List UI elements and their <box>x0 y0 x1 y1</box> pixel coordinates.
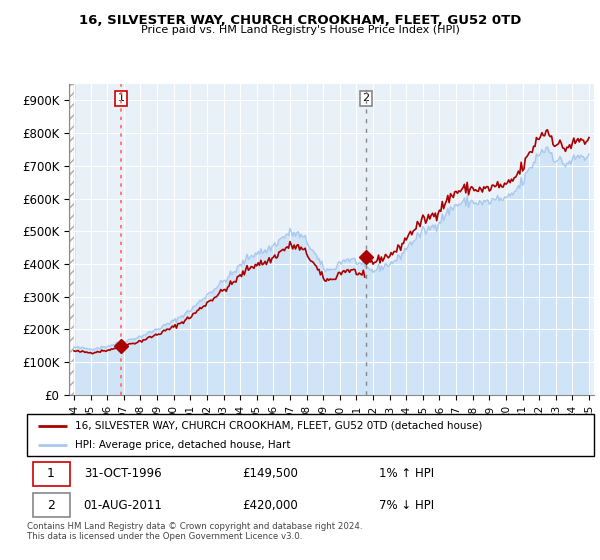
Text: 31-OCT-1996: 31-OCT-1996 <box>84 468 161 480</box>
Text: 16, SILVESTER WAY, CHURCH CROOKHAM, FLEET, GU52 0TD (detached house): 16, SILVESTER WAY, CHURCH CROOKHAM, FLEE… <box>75 421 482 431</box>
Text: HPI: Average price, detached house, Hart: HPI: Average price, detached house, Hart <box>75 440 290 450</box>
Text: 2: 2 <box>362 94 370 104</box>
Text: Price paid vs. HM Land Registry's House Price Index (HPI): Price paid vs. HM Land Registry's House … <box>140 25 460 35</box>
Text: Contains HM Land Registry data © Crown copyright and database right 2024.
This d: Contains HM Land Registry data © Crown c… <box>27 522 362 542</box>
Text: 16, SILVESTER WAY, CHURCH CROOKHAM, FLEET, GU52 0TD: 16, SILVESTER WAY, CHURCH CROOKHAM, FLEE… <box>79 14 521 27</box>
Text: 01-AUG-2011: 01-AUG-2011 <box>84 498 163 512</box>
Text: 7% ↓ HPI: 7% ↓ HPI <box>379 498 434 512</box>
Bar <box>69 84 74 395</box>
Text: £420,000: £420,000 <box>242 498 298 512</box>
Text: 2: 2 <box>47 498 55 512</box>
Bar <box>32 462 70 486</box>
Bar <box>32 493 70 517</box>
Text: 1: 1 <box>118 94 125 104</box>
Text: 1% ↑ HPI: 1% ↑ HPI <box>379 468 434 480</box>
Text: 1: 1 <box>47 468 55 480</box>
Text: £149,500: £149,500 <box>242 468 298 480</box>
